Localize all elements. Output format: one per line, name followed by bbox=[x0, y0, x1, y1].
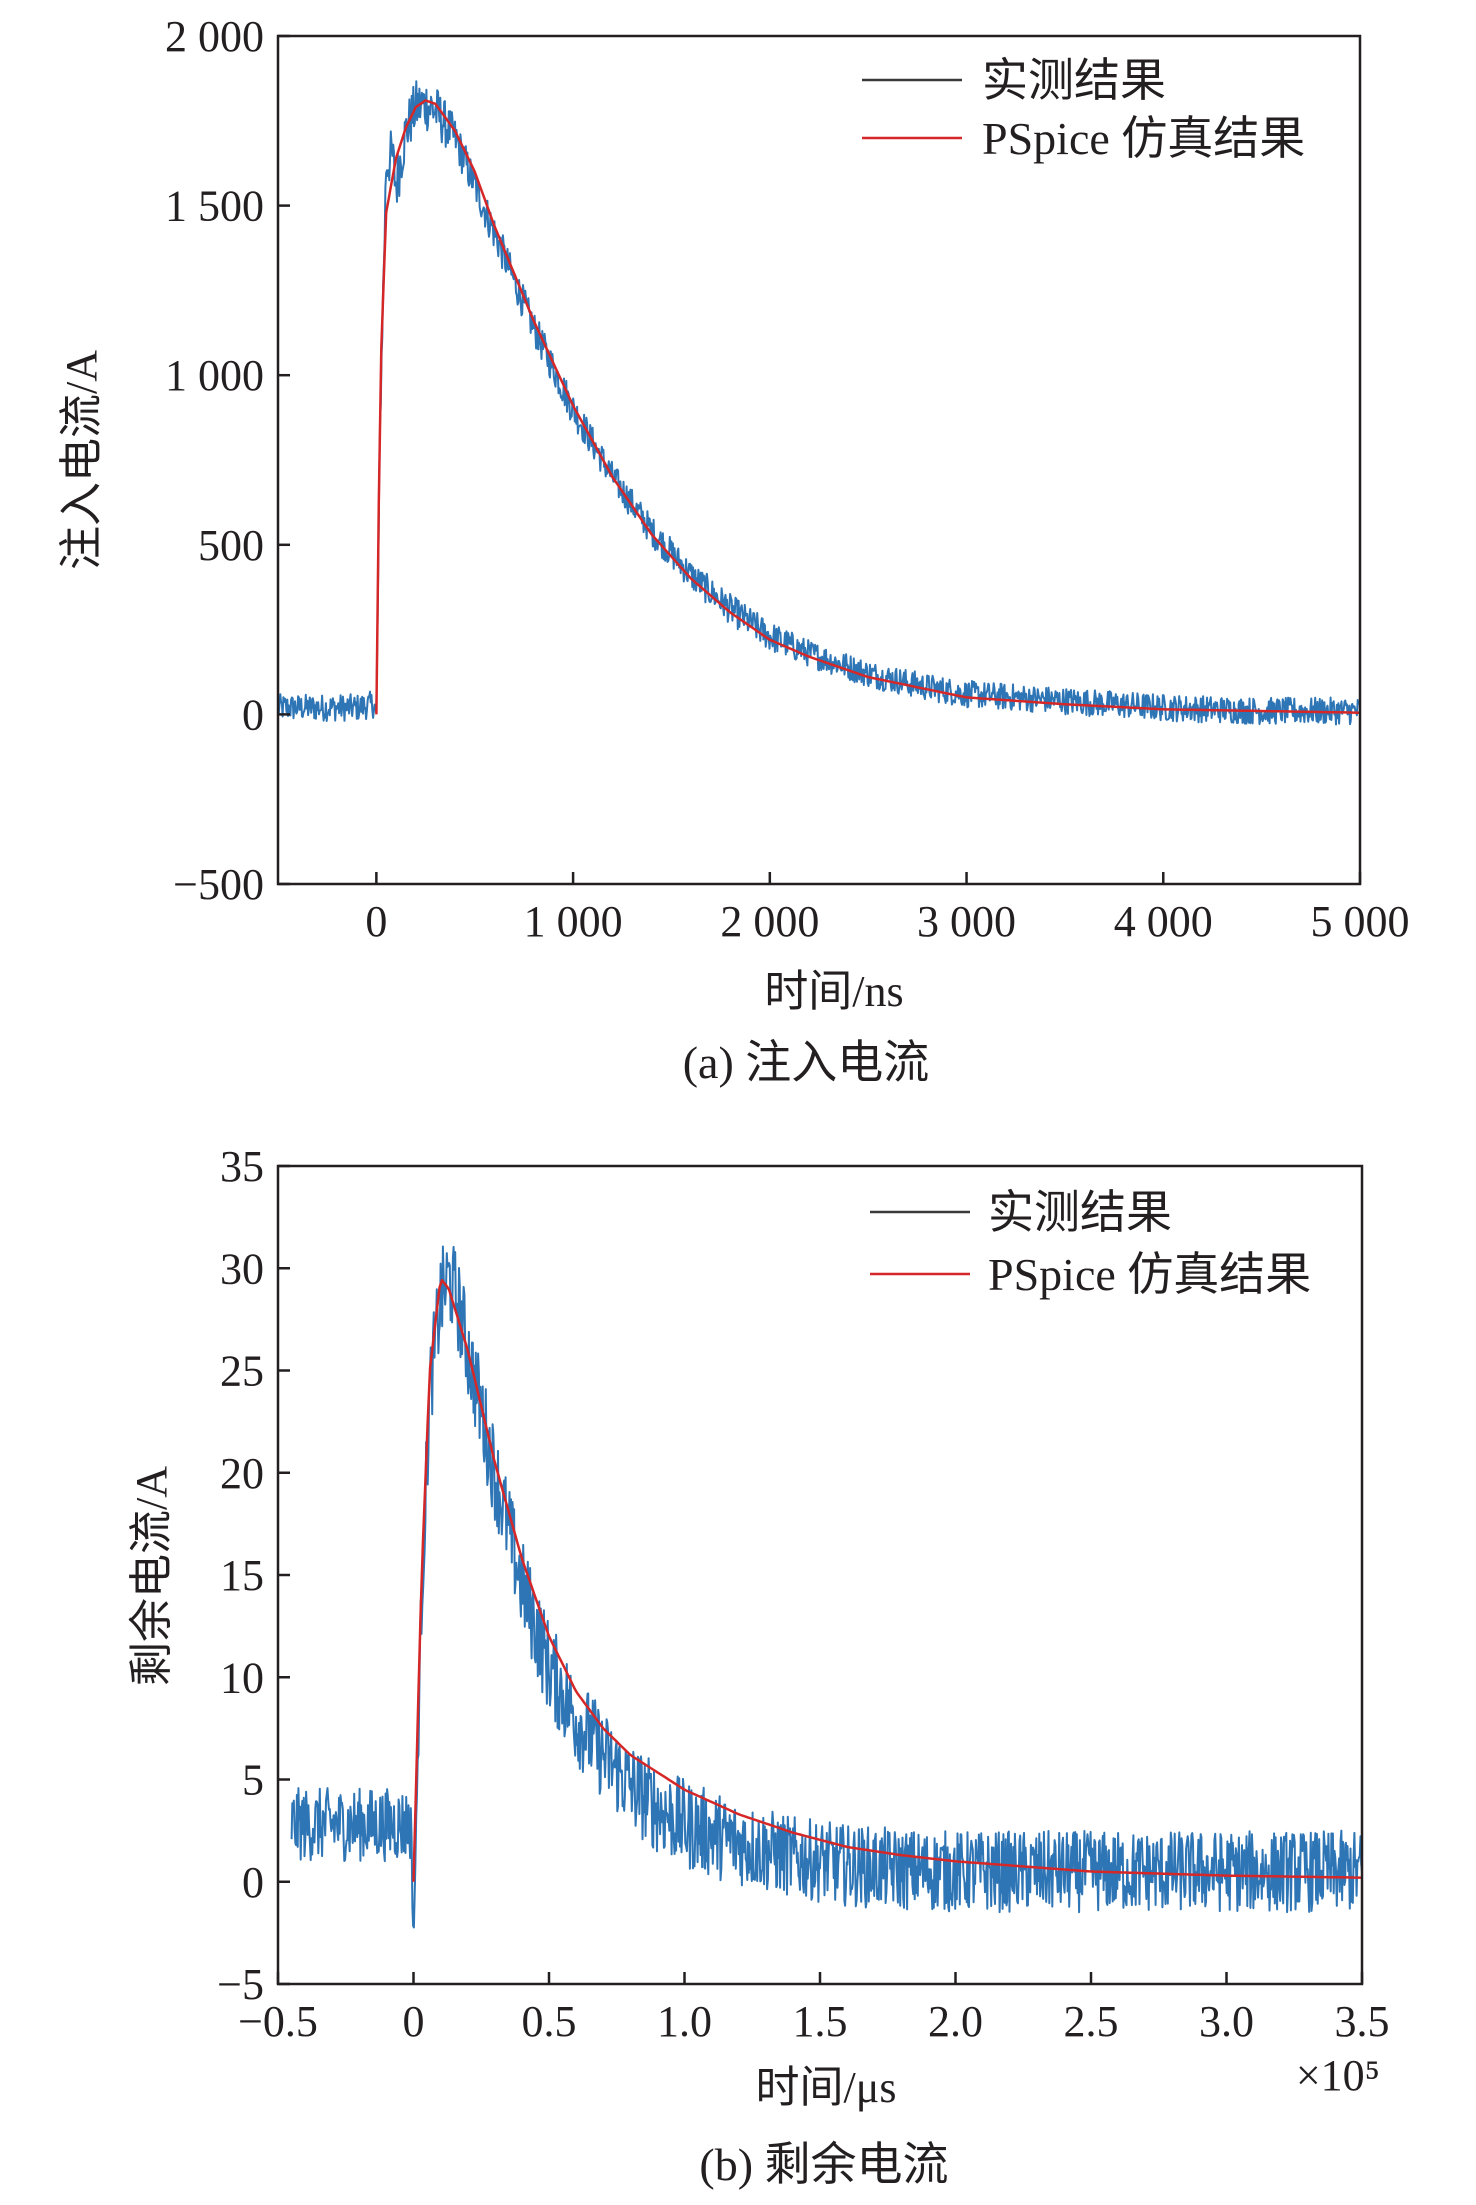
x-axis-label-b: 时间/μs bbox=[756, 2063, 897, 2112]
caption-a: (a) 注入电流 bbox=[683, 1037, 930, 1088]
y-axis-label-b: 剩余电流/A bbox=[127, 1466, 176, 1686]
chart-residual-current: −0.5 0 0.5 1.0 1.5 2.0 2.5 3.0 3.5 −5 0 5 10 15 20 25 30… bbox=[127, 1142, 1390, 2190]
y-tick-label: 1 000 bbox=[165, 351, 264, 400]
legend-label-measured: 实测结果 bbox=[982, 55, 1166, 106]
x-tick-label: 1 000 bbox=[524, 897, 623, 946]
x-tick-label: 0 bbox=[403, 1997, 425, 2046]
ticks-b: −0.5 0 0.5 1.0 1.5 2.0 2.5 3.0 3.5 −5 0 5 10 15 20 25 30… bbox=[217, 1142, 1389, 2046]
ticks-a: 0 1 000 2 000 3 000 4 000 5 000 −500 0 500 1 000 1… bbox=[165, 12, 1410, 946]
y-tick-label: 25 bbox=[220, 1347, 264, 1396]
x-tick-label: 3.0 bbox=[1199, 1997, 1254, 2046]
x-tick-label: 5 000 bbox=[1311, 897, 1410, 946]
y-tick-label: 20 bbox=[220, 1449, 264, 1498]
legend-b: 实测结果 PSpice 仿真结果 bbox=[870, 1187, 1311, 1300]
y-tick-label: 10 bbox=[220, 1653, 264, 1702]
x-tick-label: 0.5 bbox=[522, 1997, 577, 2046]
y-tick-label: 5 bbox=[242, 1756, 264, 1805]
plot-lines-b bbox=[290, 1245, 1363, 1929]
x-tick-label: 0 bbox=[365, 897, 387, 946]
x-tick-label: 3.5 bbox=[1335, 1997, 1390, 2046]
plot-frame-a bbox=[276, 34, 1362, 886]
y-tick-label: 0 bbox=[242, 1858, 264, 1907]
y-tick-label: 30 bbox=[220, 1244, 264, 1293]
legend-label-measured: 实测结果 bbox=[988, 1187, 1172, 1238]
series-measured-line bbox=[290, 1245, 1363, 1929]
legend-a: 实测结果 PSpice 仿真结果 bbox=[862, 55, 1305, 164]
series-simulated-line bbox=[412, 1278, 1363, 1882]
y-tick-label: 500 bbox=[198, 521, 264, 570]
x-tick-label: 2.0 bbox=[928, 1997, 983, 2046]
x-tick-label: 2.5 bbox=[1064, 1997, 1119, 2046]
x-tick-label: 2 000 bbox=[720, 897, 819, 946]
y-tick-label: 2 000 bbox=[165, 12, 264, 61]
chart-injection-current: 0 1 000 2 000 3 000 4 000 5 000 −500 0 500 1 000 1… bbox=[57, 12, 1410, 1088]
y-tick-label: 15 bbox=[220, 1551, 264, 1600]
x-tick-label: 4 000 bbox=[1114, 897, 1213, 946]
y-tick-label: 1 500 bbox=[165, 182, 264, 231]
x-tick-label: 3 000 bbox=[917, 897, 1016, 946]
y-tick-label: −500 bbox=[173, 860, 264, 909]
caption-b: (b) 剩余电流 bbox=[699, 2139, 948, 2190]
legend-label-simulated: PSpice 仿真结果 bbox=[988, 1249, 1311, 1300]
y-tick-label: 35 bbox=[220, 1142, 264, 1191]
y-axis-label-a: 注入电流/A bbox=[57, 350, 106, 570]
y-tick-label: 0 bbox=[242, 690, 264, 739]
y-tick-label: −5 bbox=[217, 1960, 264, 2009]
x-tick-label: −0.5 bbox=[238, 1997, 318, 2046]
plot-lines-a bbox=[277, 80, 1361, 726]
legend-label-simulated: PSpice 仿真结果 bbox=[982, 113, 1305, 164]
x-multiplier-label-b: ×10⁵ bbox=[1296, 2051, 1380, 2100]
series-simulated-line bbox=[375, 99, 1360, 715]
x-axis-label-a: 时间/ns bbox=[764, 967, 903, 1016]
series-measured-line bbox=[277, 80, 1361, 726]
x-tick-label: 1.0 bbox=[657, 1997, 712, 2046]
x-tick-label: 1.5 bbox=[793, 1997, 848, 2046]
